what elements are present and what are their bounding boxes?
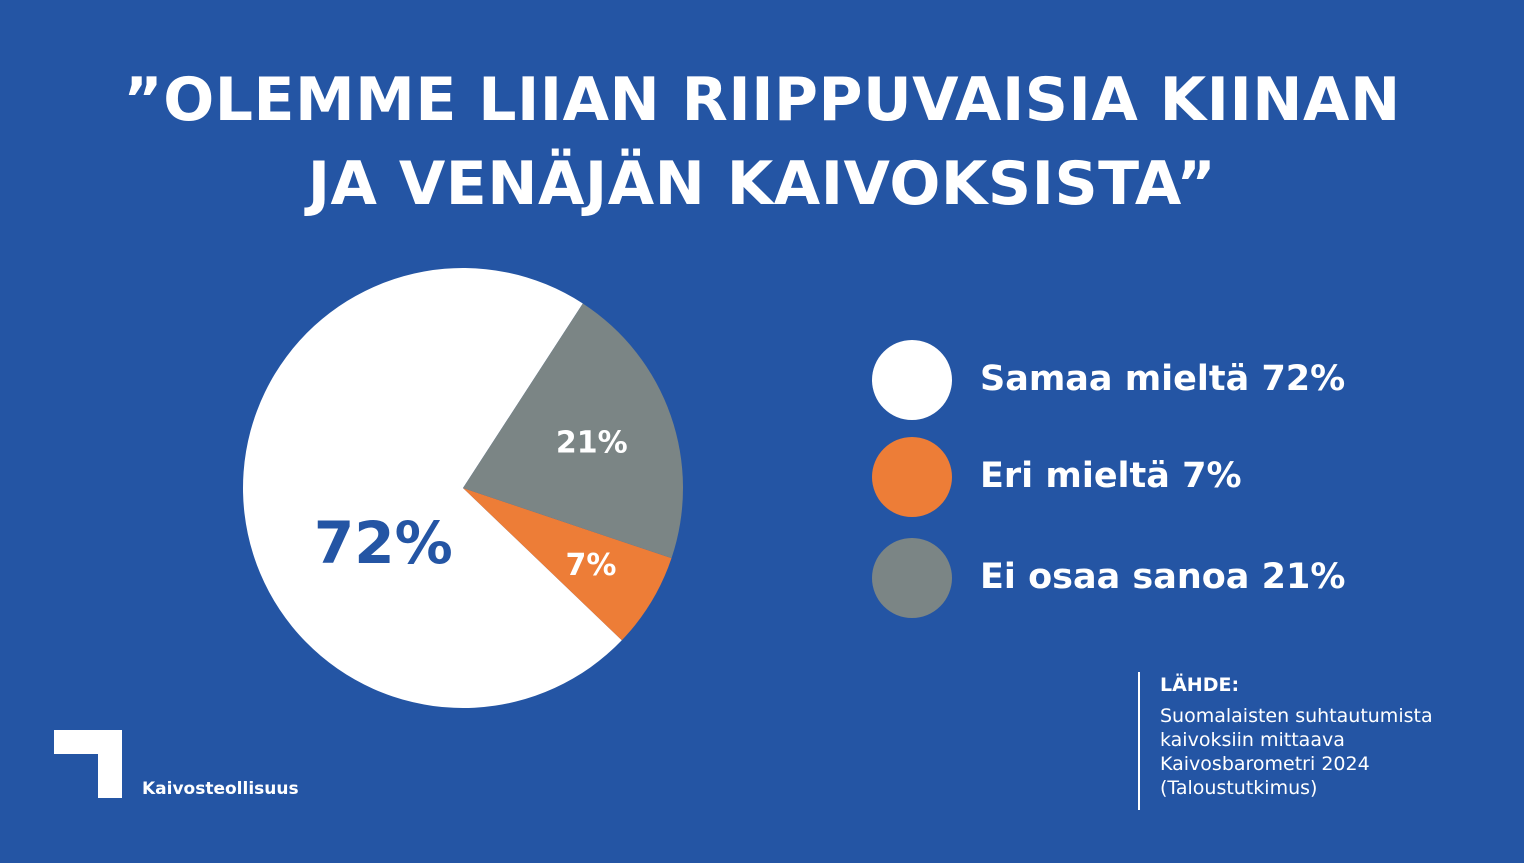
- title-line-1: ”OLEMME LIIAN RIIPPUVAISIA KIINAN: [123, 65, 1401, 135]
- legend-swatch-samaa-mielta: [872, 340, 952, 420]
- source-line-4: (Taloustutkimus): [1160, 777, 1318, 799]
- pie-label-eri-mielta: 7%: [565, 548, 616, 583]
- legend-label-ei-osaa-sanoa: Ei osaa sanoa 21%: [980, 557, 1346, 597]
- legend-item-eri-mielta: Eri mieltä 7%: [872, 437, 1432, 517]
- pie-chart: 72% 7% 21%: [243, 267, 684, 708]
- legend-label-eri-mielta: Eri mieltä 7%: [980, 456, 1242, 496]
- title-line-2: JA VENÄJÄN KAIVOKSISTA”: [307, 149, 1217, 219]
- legend-swatch-ei-osaa-sanoa: [872, 538, 952, 618]
- pie-slice-ei-osaa-sanoa: [463, 303, 684, 559]
- legend-item-ei-osaa-sanoa: Ei osaa sanoa 21%: [872, 538, 1432, 618]
- source-line-1: Suomalaisten suhtautumista: [1160, 705, 1433, 727]
- kaivosteollisuus-logo-icon: [54, 730, 122, 798]
- pie-label-ei-osaa-sanoa: 21%: [556, 426, 628, 461]
- source-line-3: Kaivosbarometri 2024: [1160, 753, 1370, 775]
- source-note: LÄHDE: Suomalaisten suhtautumista kaivok…: [1138, 672, 1500, 810]
- source-line-2: kaivoksiin mittaava: [1160, 729, 1345, 751]
- legend-label-samaa-mielta: Samaa mieltä 72%: [980, 359, 1346, 399]
- kaivosteollisuus-logo: Kaivosteollisuus: [54, 730, 314, 800]
- legend-item-samaa-mielta: Samaa mieltä 72%: [872, 340, 1432, 420]
- source-heading: LÄHDE:: [1160, 674, 1240, 696]
- chart-title: ”OLEMME LIIAN RIIPPUVAISIA KIINAN JA VEN…: [0, 58, 1524, 226]
- pie-label-samaa-mielta: 72%: [314, 509, 453, 577]
- legend-swatch-eri-mielta: [872, 437, 952, 517]
- pie-slice-eri-mielta: [463, 488, 672, 641]
- pie-slice-samaa-mielta: [243, 267, 622, 708]
- logo-text: Kaivosteollisuus: [142, 779, 299, 799]
